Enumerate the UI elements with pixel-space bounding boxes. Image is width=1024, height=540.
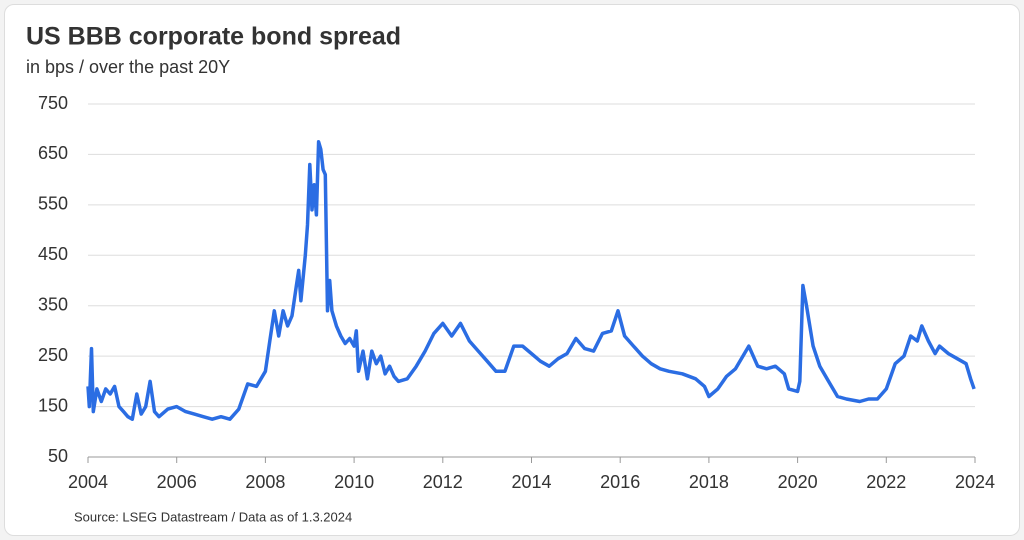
x-tick-label: 2012 <box>423 472 463 492</box>
x-tick-label: 2016 <box>600 472 640 492</box>
y-tick-label: 350 <box>38 294 68 314</box>
chart-subtitle: in bps / over the past 20Y <box>26 57 230 77</box>
series-line <box>86 140 976 421</box>
chart-title: US BBB corporate bond spread <box>26 23 401 51</box>
y-tick-label: 650 <box>38 143 68 163</box>
y-tick-label: 550 <box>38 194 68 214</box>
card <box>4 4 1020 536</box>
x-tick-label: 2006 <box>157 472 197 492</box>
y-tick-label: 450 <box>38 244 68 264</box>
x-tick-label: 2004 <box>68 472 108 492</box>
y-tick-label: 750 <box>38 93 68 113</box>
y-tick-label: 150 <box>38 395 68 415</box>
x-tick-label: 2024 <box>955 472 995 492</box>
x-tick-label: 2018 <box>689 472 729 492</box>
x-tick-label: 2022 <box>866 472 906 492</box>
y-tick-label: 250 <box>38 345 68 365</box>
x-tick-label: 2014 <box>511 472 551 492</box>
x-tick-label: 2008 <box>245 472 285 492</box>
x-tick-label: 2020 <box>778 472 818 492</box>
source-note: Source: LSEG Datastream / Data as of 1.3… <box>74 509 352 524</box>
y-tick-label: 50 <box>48 446 68 466</box>
x-tick-label: 2010 <box>334 472 374 492</box>
